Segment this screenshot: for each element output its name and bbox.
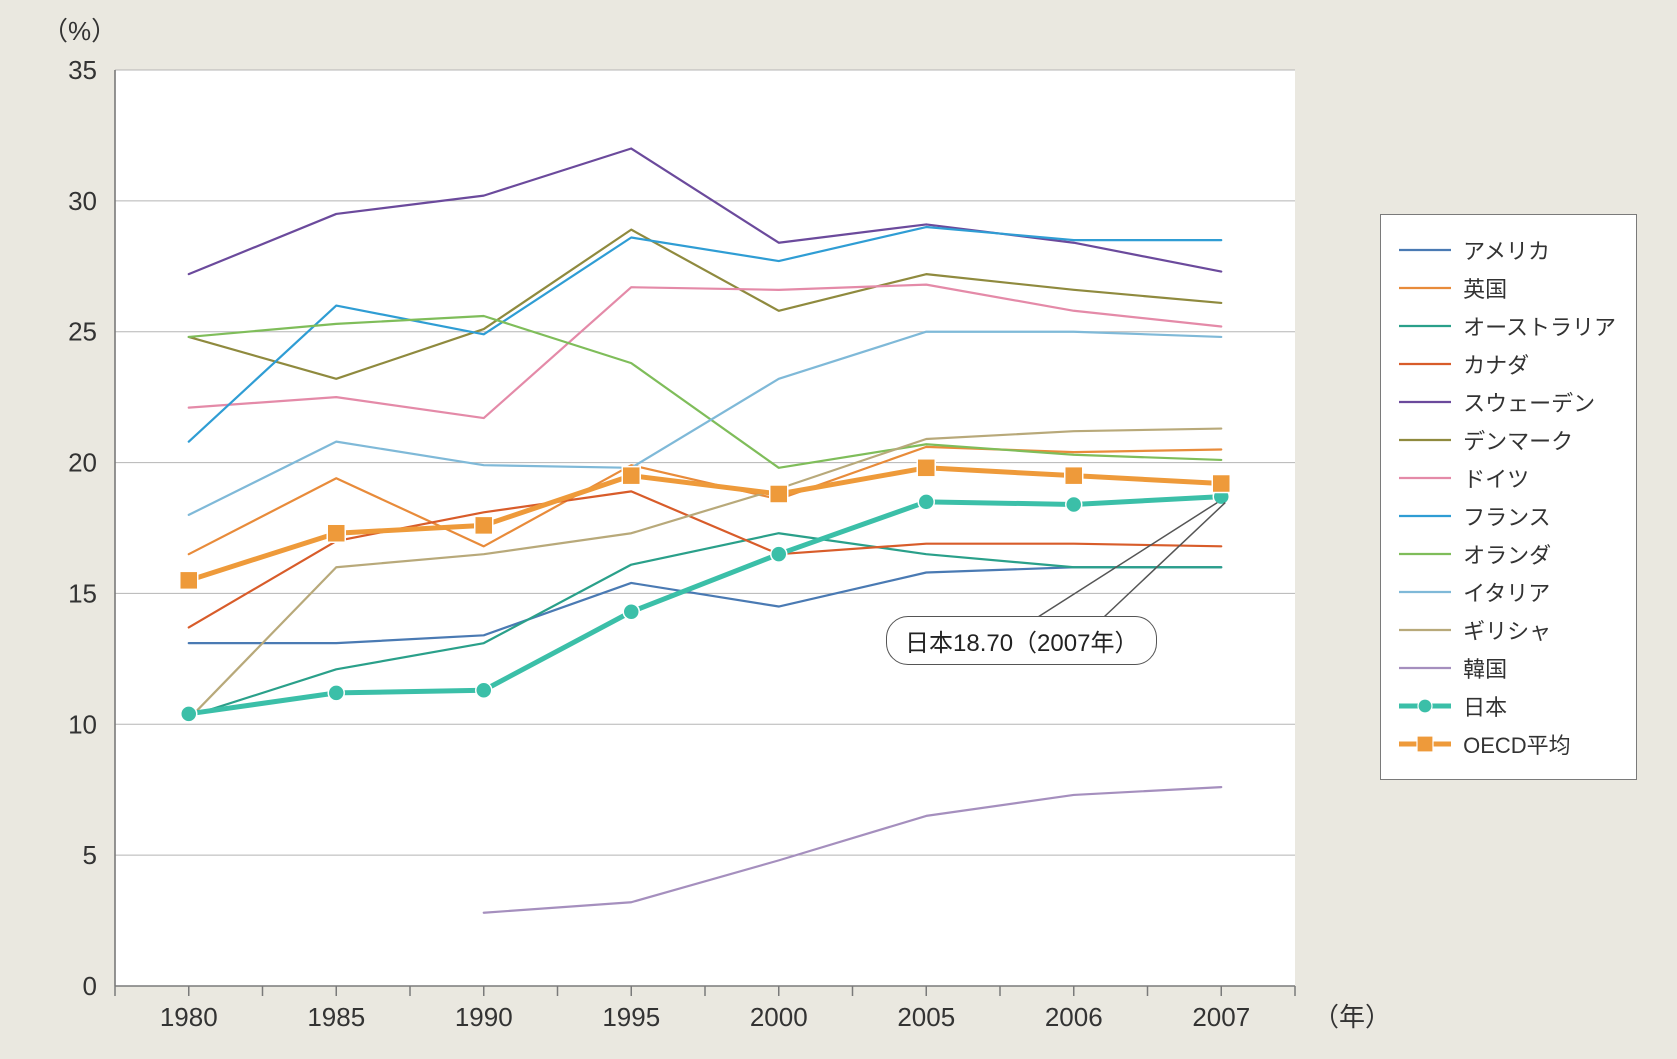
- svg-text:1990: 1990: [455, 1002, 513, 1032]
- svg-text:2000: 2000: [750, 1002, 808, 1032]
- legend-label: フランス: [1463, 500, 1551, 532]
- legend-label: デンマーク: [1463, 424, 1573, 456]
- svg-text:20: 20: [68, 448, 97, 478]
- svg-text:1985: 1985: [307, 1002, 365, 1032]
- legend-item: アメリカ: [1397, 231, 1616, 269]
- legend-item: ギリシャ: [1397, 611, 1616, 649]
- legend-item: フランス: [1397, 497, 1616, 535]
- legend-swatch: [1397, 580, 1453, 604]
- legend-label: ドイツ: [1463, 462, 1529, 494]
- legend-item: カナダ: [1397, 345, 1616, 383]
- legend-label: OECD平均: [1463, 728, 1571, 760]
- svg-text:（年）: （年）: [1313, 1002, 1391, 1032]
- japan-callout: 日本18.70（2007年）: [886, 616, 1157, 665]
- legend-item: オーストラリア: [1397, 307, 1616, 345]
- legend-swatch: [1397, 314, 1453, 338]
- svg-text:2007: 2007: [1192, 1002, 1250, 1032]
- legend-label: 英国: [1463, 272, 1507, 304]
- legend-label: 韓国: [1463, 652, 1507, 684]
- legend-label: スウェーデン: [1463, 386, 1595, 418]
- legend-label: アメリカ: [1463, 234, 1550, 266]
- legend-item: イタリア: [1397, 573, 1616, 611]
- legend-label: 日本: [1463, 690, 1507, 722]
- legend: アメリカ英国オーストラリアカナダスウェーデンデンマークドイツフランスオランダイタ…: [1380, 214, 1637, 780]
- callout-text: 日本18.70（2007年）: [905, 630, 1138, 657]
- svg-text:5: 5: [83, 840, 97, 870]
- legend-label: オーストラリア: [1463, 310, 1616, 342]
- legend-item: OECD平均: [1397, 725, 1616, 763]
- svg-text:（%）: （%）: [42, 16, 117, 46]
- legend-item: スウェーデン: [1397, 383, 1616, 421]
- legend-swatch: [1397, 542, 1453, 566]
- legend-label: オランダ: [1463, 538, 1551, 570]
- svg-text:1995: 1995: [602, 1002, 660, 1032]
- legend-item: 英国: [1397, 269, 1616, 307]
- svg-text:35: 35: [68, 55, 97, 85]
- legend-swatch: [1397, 694, 1453, 718]
- svg-text:0: 0: [83, 971, 97, 1001]
- legend-swatch: [1397, 466, 1453, 490]
- legend-swatch: [1397, 428, 1453, 452]
- svg-text:25: 25: [68, 317, 97, 347]
- legend-swatch: [1397, 656, 1453, 680]
- legend-label: カナダ: [1463, 348, 1529, 380]
- legend-label: ギリシャ: [1463, 614, 1551, 646]
- legend-item: ドイツ: [1397, 459, 1616, 497]
- legend-item: デンマーク: [1397, 421, 1616, 459]
- legend-item: 日本: [1397, 687, 1616, 725]
- legend-swatch: [1397, 618, 1453, 642]
- legend-swatch: [1397, 238, 1453, 262]
- legend-swatch: [1397, 732, 1453, 756]
- chart-container: 0 5 10 15 20 25 30 35 （%） 1980 1985 1990 1995 2000 200…: [0, 0, 1677, 1059]
- legend-swatch: [1397, 352, 1453, 376]
- legend-swatch: [1397, 504, 1453, 528]
- svg-text:2006: 2006: [1045, 1002, 1103, 1032]
- legend-swatch: [1397, 276, 1453, 300]
- legend-item: 韓国: [1397, 649, 1616, 687]
- legend-label: イタリア: [1463, 576, 1550, 608]
- svg-text:1980: 1980: [160, 1002, 218, 1032]
- svg-text:15: 15: [68, 578, 97, 608]
- legend-item: オランダ: [1397, 535, 1616, 573]
- legend-swatch: [1397, 390, 1453, 414]
- svg-text:30: 30: [68, 186, 97, 216]
- svg-text:2005: 2005: [897, 1002, 955, 1032]
- svg-text:10: 10: [68, 709, 97, 739]
